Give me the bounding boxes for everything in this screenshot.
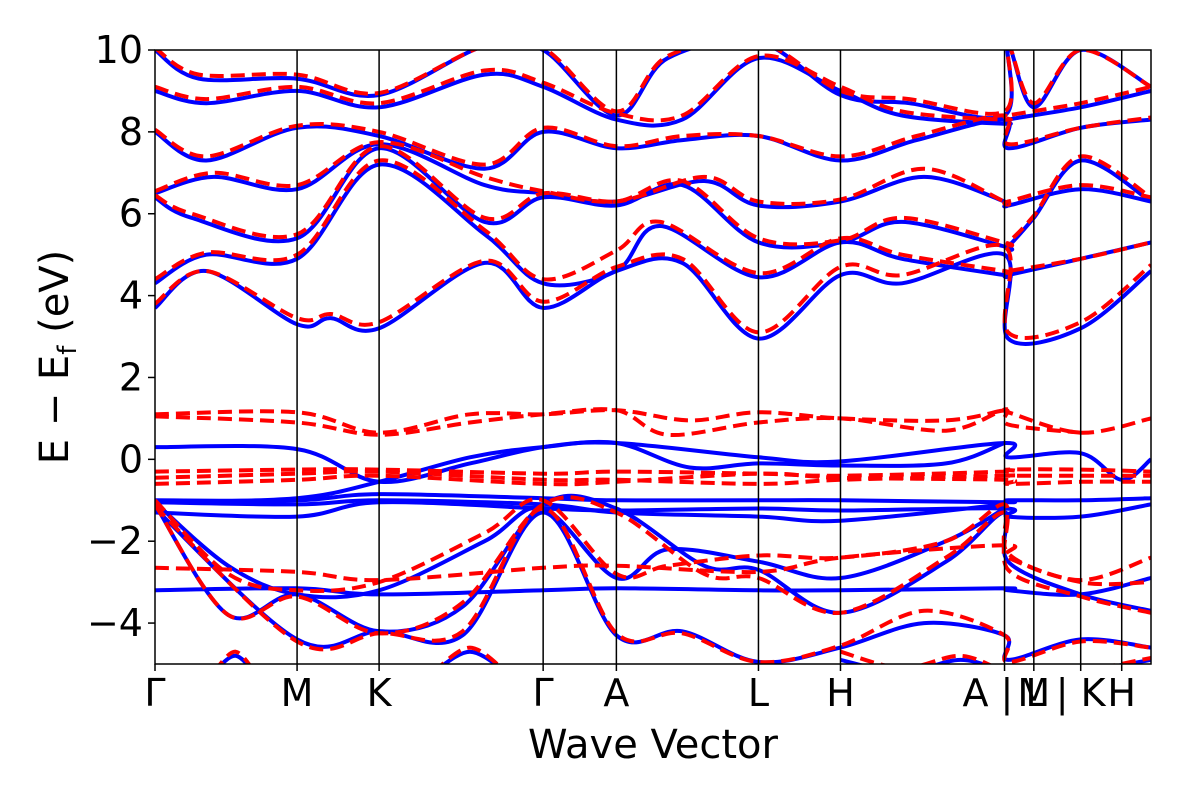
x-tick-label-4: A — [603, 671, 629, 715]
dashed-band-10 — [155, 469, 1151, 486]
dashed-band-11 — [155, 471, 1151, 487]
x-tick-label-5: L — [748, 671, 769, 715]
y-tick-label-2: 6 — [119, 192, 143, 236]
y-tick-label-3: 4 — [119, 274, 143, 318]
dashed-band-1 — [155, 158, 1151, 282]
plot-frame — [154, 49, 1152, 665]
x-tick-label-2: K — [367, 671, 393, 715]
x-tick-label-10: H — [1107, 671, 1136, 715]
x-tick-label-9: | K — [1056, 671, 1107, 716]
kpoint-lines-group — [296, 50, 1123, 664]
dashed-band-18 — [839, 649, 993, 664]
x-tick-label-1: M — [281, 671, 314, 715]
solid-band-7 — [155, 440, 1151, 485]
solid-band-16 — [219, 653, 250, 664]
dashed-band-17 — [439, 645, 500, 664]
solid-band-17 — [441, 649, 499, 664]
y-tick-label-0: 10 — [95, 28, 143, 72]
x-tick-label-3: Γ — [533, 671, 554, 715]
dashed-band-4 — [155, 113, 1151, 167]
dashed-band-3 — [155, 140, 1151, 207]
y-axis-title-main: E − E — [32, 355, 78, 465]
solid-band-9 — [155, 492, 1151, 505]
solid-band-13 — [155, 576, 1151, 597]
dashed-band-9 — [155, 467, 1151, 478]
plot-background — [155, 50, 1151, 664]
y-axis-title-sub: f — [53, 345, 83, 355]
y-tick-label-5: 0 — [119, 437, 143, 481]
y-tick-label-6: −2 — [87, 519, 143, 563]
solid-band-8 — [155, 439, 1006, 505]
y-tick-label-1: 8 — [119, 110, 143, 154]
y-ticks-group: 10 8 6 4 2 0 −2 −4 — [87, 28, 155, 645]
dashed-band-6 — [155, 50, 1151, 116]
solid-band-2 — [155, 146, 1151, 252]
x-axis-title: Wave Vector — [528, 722, 779, 768]
x-tick-label-8: M — [1017, 671, 1050, 715]
bands-group — [155, 50, 1151, 664]
dashed-band-8 — [155, 407, 1081, 438]
dashed-band-16 — [217, 649, 252, 664]
x-tick-label-0: Γ — [144, 671, 165, 715]
dashed-band-14 — [155, 495, 1151, 636]
dashed-band-2 — [155, 144, 1151, 248]
y-axis-title: E − Ef (eV) — [32, 250, 83, 465]
dashed-band-19 — [1110, 655, 1151, 664]
dashed-band-15 — [155, 504, 1151, 664]
x-tick-label-6: H — [826, 671, 855, 715]
y-tick-label-4: 2 — [119, 355, 143, 399]
dashed-band-0 — [155, 242, 1151, 340]
x-tick-label-7: A | L — [962, 671, 1046, 716]
y-tick-label-7: −4 — [87, 601, 143, 645]
dashed-band-5 — [155, 53, 1151, 123]
y-axis-title-unit: (eV) — [32, 250, 78, 346]
